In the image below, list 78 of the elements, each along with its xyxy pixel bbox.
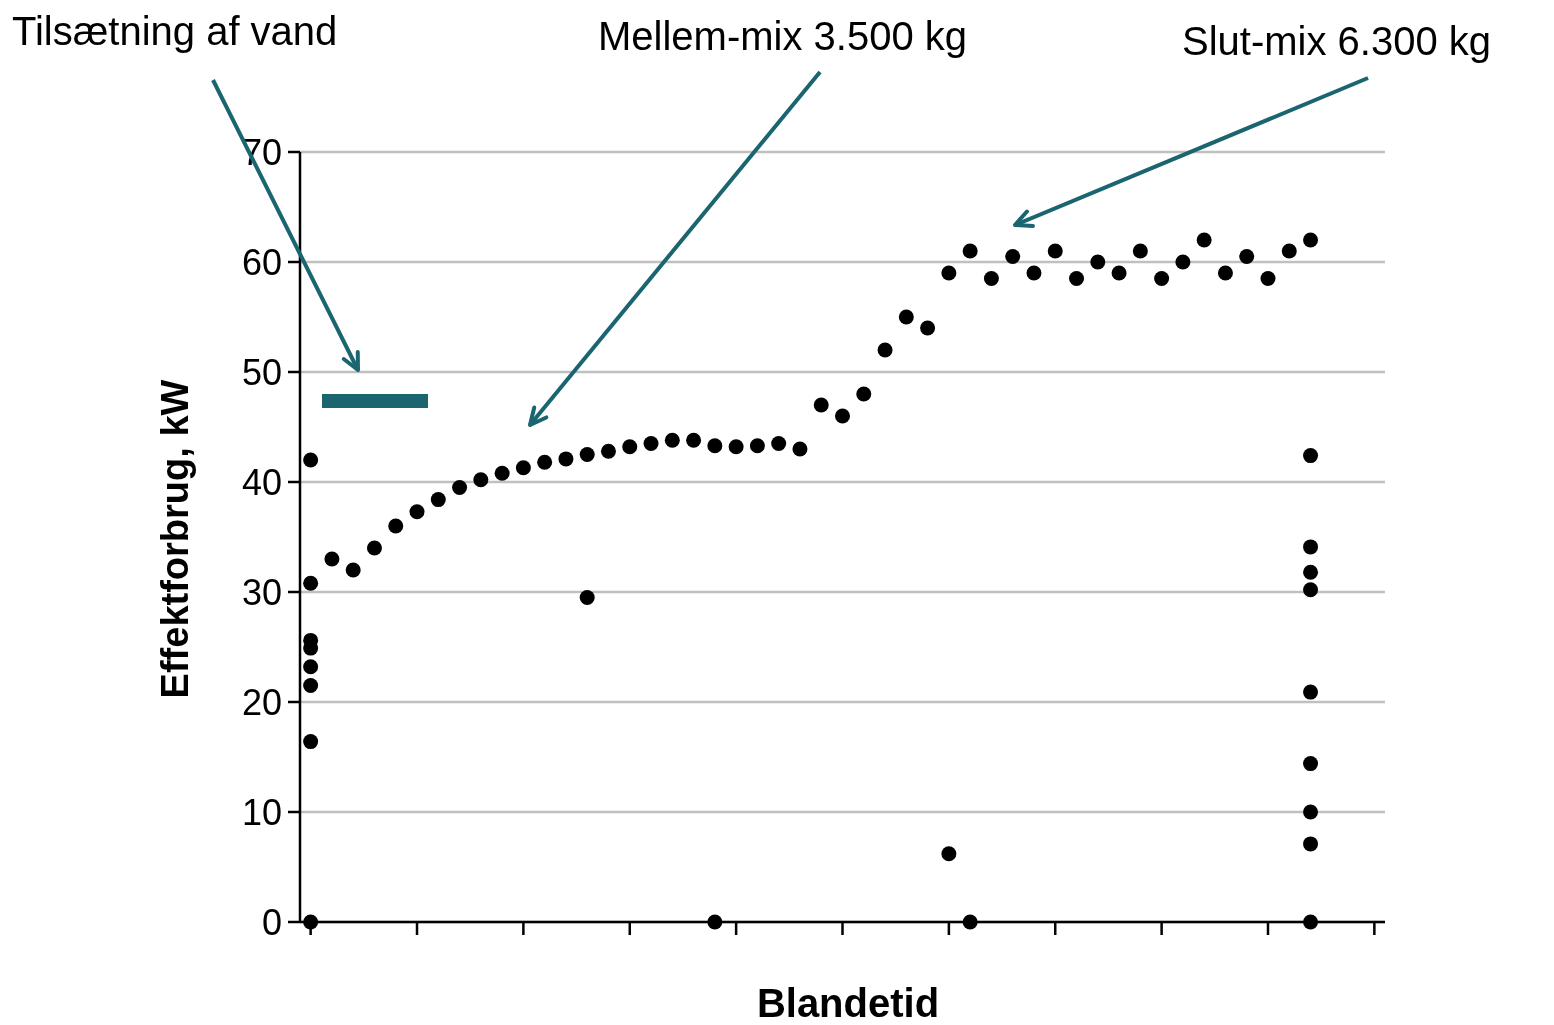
point xyxy=(1239,249,1255,264)
point xyxy=(1303,582,1319,598)
point xyxy=(1196,232,1212,248)
point xyxy=(962,914,978,930)
text: Slut-mix 6.300 kg xyxy=(1182,19,1492,63)
point xyxy=(303,734,319,750)
point xyxy=(1281,243,1297,259)
point xyxy=(813,397,829,413)
point xyxy=(324,551,340,567)
point xyxy=(388,518,404,534)
point xyxy=(728,439,744,455)
point xyxy=(749,438,765,454)
point xyxy=(983,271,999,286)
point xyxy=(792,441,808,457)
y-tick-label: 10 xyxy=(241,791,282,833)
y-axis-title: Effektforbrug, kW xyxy=(154,379,196,699)
point xyxy=(1069,271,1085,286)
point xyxy=(303,678,319,693)
point xyxy=(430,492,446,508)
point xyxy=(707,438,723,454)
point xyxy=(686,432,702,448)
point xyxy=(1303,914,1319,930)
x-axis-title: Blandetid xyxy=(756,981,940,1025)
point xyxy=(643,436,659,451)
point xyxy=(1303,232,1319,248)
y-tick-label: 50 xyxy=(241,351,282,393)
point xyxy=(366,540,382,556)
point xyxy=(473,472,489,488)
point xyxy=(303,914,319,930)
point xyxy=(1154,271,1170,286)
y-tick-label: 20 xyxy=(241,681,282,723)
point xyxy=(664,432,680,448)
point xyxy=(537,454,553,470)
point xyxy=(1132,243,1148,259)
point xyxy=(835,408,850,424)
point xyxy=(1303,448,1319,464)
y-tick-label: 0 xyxy=(261,901,282,943)
point xyxy=(898,309,914,325)
point xyxy=(941,846,957,862)
point xyxy=(1026,265,1042,281)
y-tick-label: 40 xyxy=(241,461,282,503)
point xyxy=(303,452,319,468)
point xyxy=(941,265,957,281)
point xyxy=(1303,756,1319,772)
text: Tilsætning af vand xyxy=(12,9,338,53)
point xyxy=(622,439,638,455)
point xyxy=(962,243,978,259)
point xyxy=(1047,243,1063,259)
point xyxy=(452,480,468,495)
point xyxy=(877,342,893,358)
point xyxy=(771,436,787,451)
point xyxy=(1005,249,1021,264)
point xyxy=(303,575,319,591)
point xyxy=(494,465,510,481)
point xyxy=(1090,254,1106,270)
text: Mellem-mix 3.500 kg xyxy=(598,14,968,58)
point xyxy=(707,914,723,930)
point xyxy=(1303,684,1319,700)
point xyxy=(579,447,595,462)
point xyxy=(1175,254,1191,270)
point xyxy=(345,562,361,578)
y-tick-label: 30 xyxy=(241,571,282,613)
point xyxy=(409,504,425,520)
point xyxy=(856,386,872,402)
point xyxy=(1260,271,1276,286)
point xyxy=(1303,564,1319,580)
point xyxy=(1303,804,1319,820)
point xyxy=(579,590,595,605)
point xyxy=(1111,265,1127,281)
point xyxy=(920,320,936,336)
point xyxy=(1303,539,1319,555)
point xyxy=(303,659,319,675)
point xyxy=(1303,836,1319,852)
point xyxy=(515,460,531,476)
point xyxy=(600,443,616,459)
point xyxy=(1217,265,1233,281)
point xyxy=(558,451,574,467)
y-tick-label: 60 xyxy=(241,241,282,283)
